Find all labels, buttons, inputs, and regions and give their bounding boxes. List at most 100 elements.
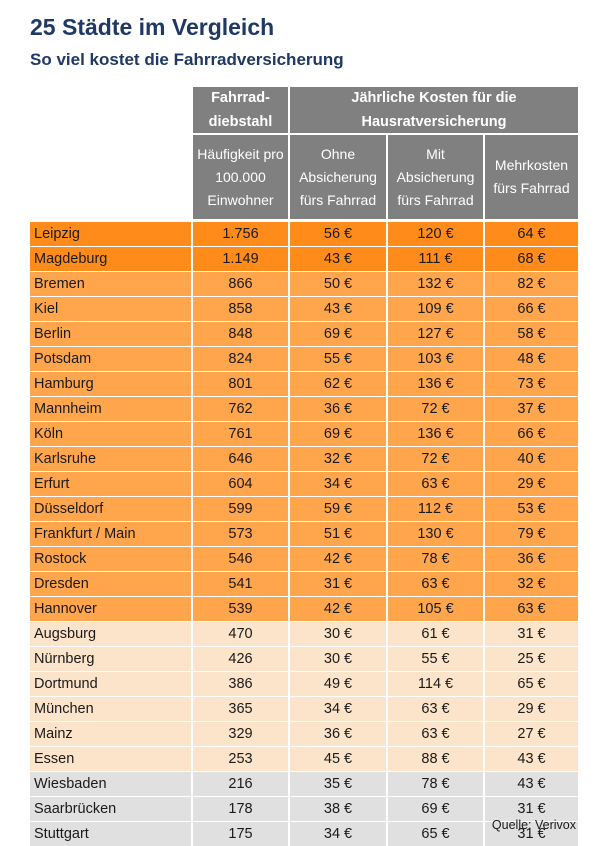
cell-extra: 79 € xyxy=(483,522,578,546)
cell-theft: 329 xyxy=(191,722,288,746)
table-row: Bremen 866 50 €132 €82 € xyxy=(30,271,578,296)
cell-city: München xyxy=(30,697,191,721)
table-row: Frankfurt / Main 573 51 €130 €79 € xyxy=(30,521,578,546)
table-row: Wiesbaden 216 35 €78 €43 € xyxy=(30,771,578,796)
cell-with: 63 € xyxy=(386,472,483,496)
table-row: Erfurt 604 34 €63 €29 € xyxy=(30,471,578,496)
cell-city: Kiel xyxy=(30,297,191,321)
cell-city: Hamburg xyxy=(30,372,191,396)
cell-extra: 31 € xyxy=(483,797,578,821)
cell-extra: 82 € xyxy=(483,272,578,296)
cell-city: Nürnberg xyxy=(30,647,191,671)
cell-extra: 37 € xyxy=(483,397,578,421)
cell-with: 136 € xyxy=(386,422,483,446)
header-group-theft: Fahrrad-diebstahl xyxy=(191,87,288,133)
cell-extra: 29 € xyxy=(483,697,578,721)
table-row: Saarbrücken 178 38 €69 €31 € xyxy=(30,796,578,821)
cell-with: 120 € xyxy=(386,222,483,246)
cell-with: 78 € xyxy=(386,547,483,571)
cell-theft: 646 xyxy=(191,447,288,471)
cell-theft: 604 xyxy=(191,472,288,496)
table-row: Stuttgart 175 34 €65 €31 € xyxy=(30,821,578,846)
table-row: Düsseldorf 599 59 €112 €53 € xyxy=(30,496,578,521)
page-subtitle: So viel kostet die Fahrradversicherung xyxy=(30,50,344,69)
cell-with: 136 € xyxy=(386,372,483,396)
table-row: Berlin 848 69 €127 €58 € xyxy=(30,321,578,346)
cell-without: 55 € xyxy=(288,347,386,371)
table-row: Potsdam 824 55 €103 €48 € xyxy=(30,346,578,371)
cell-theft: 253 xyxy=(191,747,288,771)
cell-city: Hannover xyxy=(30,597,191,621)
cell-theft: 178 xyxy=(191,797,288,821)
cell-with: 111 € xyxy=(386,247,483,271)
cell-city: Leipzig xyxy=(30,222,191,246)
header-blank xyxy=(30,133,191,219)
cell-extra: 68 € xyxy=(483,247,578,271)
cell-without: 36 € xyxy=(288,397,386,421)
cell-theft: 216 xyxy=(191,772,288,796)
cell-with: 65 € xyxy=(386,822,483,846)
cell-with: 130 € xyxy=(386,522,483,546)
cell-with: 127 € xyxy=(386,322,483,346)
cell-with: 63 € xyxy=(386,697,483,721)
cell-theft: 546 xyxy=(191,547,288,571)
cell-theft: 539 xyxy=(191,597,288,621)
cell-without: 43 € xyxy=(288,247,386,271)
cell-city: Mainz xyxy=(30,722,191,746)
cell-theft: 175 xyxy=(191,822,288,846)
cell-extra: 48 € xyxy=(483,347,578,371)
cell-theft: 470 xyxy=(191,622,288,646)
cell-without: 34 € xyxy=(288,822,386,846)
cell-city: Erfurt xyxy=(30,472,191,496)
cell-extra: 27 € xyxy=(483,722,578,746)
cell-without: 62 € xyxy=(288,372,386,396)
cell-with: 61 € xyxy=(386,622,483,646)
cell-theft: 541 xyxy=(191,572,288,596)
cell-theft: 761 xyxy=(191,422,288,446)
cell-without: 69 € xyxy=(288,422,386,446)
cell-theft: 365 xyxy=(191,697,288,721)
header-extra-cost: Mehrkosten fürs Fahrrad xyxy=(483,133,578,219)
cell-theft: 858 xyxy=(191,297,288,321)
cell-without: 30 € xyxy=(288,622,386,646)
cell-city: Bremen xyxy=(30,272,191,296)
cell-without: 30 € xyxy=(288,647,386,671)
table-row: Hamburg 801 62 €136 €73 € xyxy=(30,371,578,396)
cell-theft: 866 xyxy=(191,272,288,296)
cell-without: 34 € xyxy=(288,697,386,721)
cell-without: 51 € xyxy=(288,522,386,546)
cell-with: 103 € xyxy=(386,347,483,371)
table-row: Kiel 858 43 €109 €66 € xyxy=(30,296,578,321)
table-row: Karlsruhe 646 32 €72 €40 € xyxy=(30,446,578,471)
cell-city: Köln xyxy=(30,422,191,446)
cell-without: 43 € xyxy=(288,297,386,321)
header-theft-frequency: Häufigkeit pro 100.000 Einwohner xyxy=(191,133,288,219)
cell-extra: 43 € xyxy=(483,772,578,796)
cell-extra: 29 € xyxy=(483,472,578,496)
table-row: Leipzig 1.756 56 €120 €64 € xyxy=(30,221,578,246)
table-row: Nürnberg 426 30 €55 €25 € xyxy=(30,646,578,671)
comparison-table: Fahrrad-diebstahl Jährliche Kosten für d… xyxy=(30,87,578,846)
cell-city: Essen xyxy=(30,747,191,771)
cell-theft: 386 xyxy=(191,672,288,696)
header-group-costs: Jährliche Kosten für die Hausratversiche… xyxy=(288,87,578,133)
cell-city: Wiesbaden xyxy=(30,772,191,796)
cell-extra: 65 € xyxy=(483,672,578,696)
cell-city: Stuttgart xyxy=(30,822,191,846)
cell-with: 114 € xyxy=(386,672,483,696)
cell-city: Rostock xyxy=(30,547,191,571)
cell-without: 42 € xyxy=(288,597,386,621)
cell-extra: 31 € xyxy=(483,822,578,846)
table-header-groups: Fahrrad-diebstahl Jährliche Kosten für d… xyxy=(30,87,578,133)
cell-extra: 31 € xyxy=(483,622,578,646)
header-with-bike: Mit Absicherung fürs Fahrrad xyxy=(386,133,483,219)
cell-with: 132 € xyxy=(386,272,483,296)
cell-without: 35 € xyxy=(288,772,386,796)
cell-city: Mannheim xyxy=(30,397,191,421)
cell-without: 31 € xyxy=(288,572,386,596)
cell-with: 72 € xyxy=(386,447,483,471)
cell-without: 42 € xyxy=(288,547,386,571)
cell-city: Dresden xyxy=(30,572,191,596)
header-blank xyxy=(30,87,191,133)
cell-with: 112 € xyxy=(386,497,483,521)
